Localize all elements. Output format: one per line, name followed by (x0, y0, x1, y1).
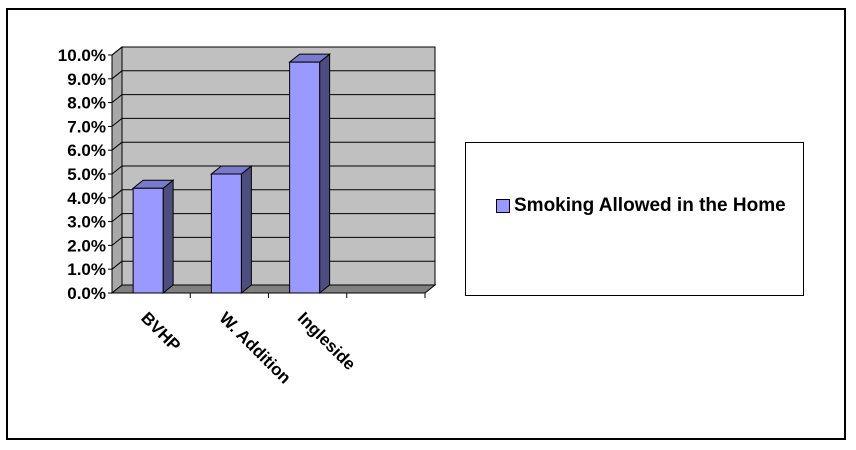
x-category-label: BVHP (137, 308, 184, 355)
y-tick-label: 5.0% (67, 165, 106, 184)
bar (210, 173, 242, 294)
y-tick-label: 7.0% (67, 117, 106, 136)
bar-side (162, 179, 174, 295)
y-tick-label: 4.0% (67, 189, 106, 208)
x-category-label: Ingleside (294, 308, 360, 374)
y-tick-label: 6.0% (67, 141, 106, 160)
gridline-side (111, 141, 123, 151)
gridline-side (111, 94, 123, 103)
bar-side (319, 53, 331, 295)
y-tick-label: 9.0% (67, 70, 106, 89)
y-tick-label: 8.0% (67, 94, 106, 113)
gridline-side (111, 237, 123, 246)
y-tick-label: 10.0% (58, 46, 106, 65)
gridline-side (111, 260, 123, 270)
legend-label: Smoking Allowed in the Home (514, 195, 786, 216)
y-tick-label: 0.0% (67, 284, 106, 303)
bar-side (240, 164, 252, 295)
legend: Smoking Allowed in the Home (465, 142, 804, 296)
gridline-side (111, 70, 123, 80)
legend-swatch (496, 199, 510, 213)
y-tick-label: 3.0% (67, 213, 106, 232)
x-category-label: W. Addition (216, 308, 295, 387)
gridline-side (111, 189, 123, 199)
gridline-side (111, 118, 123, 127)
y-tick-label: 1.0% (67, 260, 106, 279)
bar (289, 61, 321, 294)
gridline-side (111, 46, 123, 56)
bar (132, 187, 164, 294)
gridline-side (111, 165, 123, 175)
y-tick-label: 2.0% (67, 236, 106, 255)
gridline-side (111, 213, 123, 222)
